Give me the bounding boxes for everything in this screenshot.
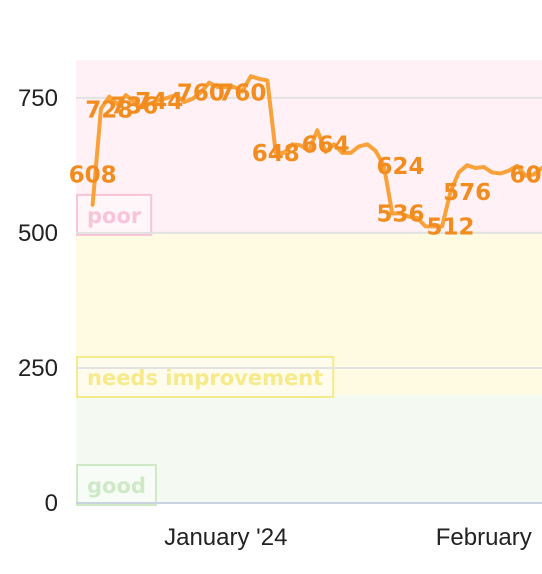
y-tick-label: 500 [18, 220, 58, 247]
series-line [90, 74, 542, 229]
x-tick-label: February [436, 524, 532, 551]
data-label: 536 [377, 201, 425, 227]
data-labels: 608728736744760760648664624536512576608 [69, 80, 542, 240]
data-label: 608 [69, 163, 117, 189]
band-label-box-needs-improvement [76, 355, 335, 398]
y-axis-ticks: 0 250 500 750 [18, 85, 58, 517]
data-label: 576 [443, 180, 491, 206]
x-tick-label: January '24 [164, 524, 287, 551]
band-label-box-good [76, 464, 157, 506]
data-label: 664 [302, 132, 350, 158]
data-label: 736 [110, 93, 158, 119]
data-label: 760 [218, 80, 266, 106]
band-good [76, 394, 542, 503]
band-label-box-poor [76, 193, 153, 236]
band-label-needs-improvement: needs improvement [87, 366, 323, 390]
threshold-bands: good needs improvement poor [76, 60, 542, 506]
x-axis-ticks: January '24 February [164, 524, 532, 551]
y-tick-label: 250 [18, 355, 58, 382]
y-tick-label: 0 [45, 490, 58, 517]
gridlines [76, 96, 542, 504]
data-label: 648 [252, 141, 300, 167]
y-tick-label: 750 [18, 85, 58, 112]
band-label-good: good [87, 474, 146, 498]
data-label: 624 [377, 154, 425, 180]
data-label: 744 [135, 89, 183, 115]
data-label: 728 [85, 98, 133, 124]
band-label-poor: poor [87, 204, 142, 228]
data-label: 512 [426, 214, 474, 240]
series-lines [90, 74, 542, 229]
data-label: 760 [177, 80, 225, 106]
data-label: 608 [510, 163, 542, 189]
